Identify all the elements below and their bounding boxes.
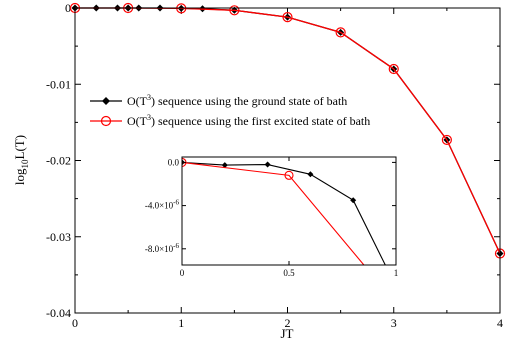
series-1-point-6	[388, 63, 399, 75]
legend-entry-excited: O(T3) sequence using the first excited s…	[90, 113, 370, 128]
inset-y-tick-mantissa-1: -4.0	[145, 201, 160, 211]
inset-series-1-point-1	[284, 170, 294, 180]
series-1-point-5	[335, 27, 346, 38]
y-axis-label: log10L(T)	[12, 135, 30, 185]
legend-marker-ground	[102, 97, 110, 105]
inset-y-tick-exp-2: -6	[173, 242, 179, 250]
y-tick-label-4: -0.04	[46, 306, 71, 320]
x-tick-label-1: 1	[178, 316, 184, 330]
inset-y-tick-base-1: ×10	[159, 201, 174, 211]
legend-label-ground-suffix: ) sequence using the ground state of bat…	[151, 94, 347, 108]
y-tick-label-2: -0.02	[46, 154, 71, 168]
legend-label-excited-suffix: ) sequence using the first excited state…	[151, 114, 370, 128]
inset-series-0-point-2	[264, 161, 271, 168]
legend-label-ground-sup: 3	[147, 93, 151, 102]
inset-y-tick-label-1: -4.0×10-6	[145, 199, 180, 211]
y-tick-label-3: -0.03	[46, 230, 71, 244]
series-1-point-3	[229, 5, 240, 16]
inset-series-0-point-3	[307, 171, 314, 178]
legend-label-excited-sup: 3	[147, 113, 151, 122]
inset-y-tick-base-2: ×10	[159, 244, 174, 254]
y-axis-label-sub: 10	[20, 159, 30, 169]
legend-label-excited: O(T3) sequence using the first excited s…	[127, 113, 370, 128]
inset-frame	[181, 156, 397, 266]
y-tick-label-0: 0	[65, 1, 71, 15]
legend-label-excited-prefix: O(T	[127, 114, 148, 128]
x-axis-label: JT	[281, 326, 294, 341]
series-1-point-7	[441, 134, 452, 146]
inset: 0 0.5 10.0-4.0×10-6-8.0×10-6	[145, 156, 399, 278]
inset-series-0-point-4	[350, 197, 357, 204]
series-1-point-4	[282, 12, 293, 23]
legend-label-ground: O(T3) sequence using the ground state of…	[127, 93, 347, 108]
inset-x-tick-label-0: 0	[180, 268, 185, 278]
inset-x-tick-label-1: 0.5	[283, 268, 295, 278]
x-tick-label-4: 4	[497, 316, 503, 330]
legend-marker-excited	[100, 115, 112, 127]
legend: O(T3) sequence using the ground state of…	[90, 93, 370, 128]
inset-series-line-0	[182, 161, 386, 265]
x-tick-label-0: 0	[72, 316, 78, 330]
inset-y-tick-mantissa-0: 0.0	[168, 157, 180, 167]
x-tick-label-2: 2	[285, 316, 291, 330]
plot-frame	[74, 7, 501, 314]
inset-background	[182, 157, 396, 265]
inset-y-tick-label-2: -8.0×10-6	[145, 242, 180, 254]
y-axis-label-main: log	[12, 168, 27, 185]
inset-y-tick-mantissa-2: -8.0	[145, 244, 160, 254]
y-axis-label-tail: L(T)	[12, 135, 27, 160]
inset-y-tick-label-0: 0.0	[168, 157, 180, 167]
inset-x-tick-label-2: 1	[394, 268, 399, 278]
y-tick-label-1: -0.01	[46, 77, 71, 91]
inset-series-line-1	[182, 161, 365, 265]
inset-y-tick-exp-1: -6	[173, 199, 179, 207]
x-tick-label-3: 3	[391, 316, 397, 330]
inset-series-0-point-1	[221, 162, 228, 169]
legend-entry-ground: O(T3) sequence using the ground state of…	[90, 93, 347, 108]
legend-label-ground-prefix: O(T	[127, 94, 148, 108]
